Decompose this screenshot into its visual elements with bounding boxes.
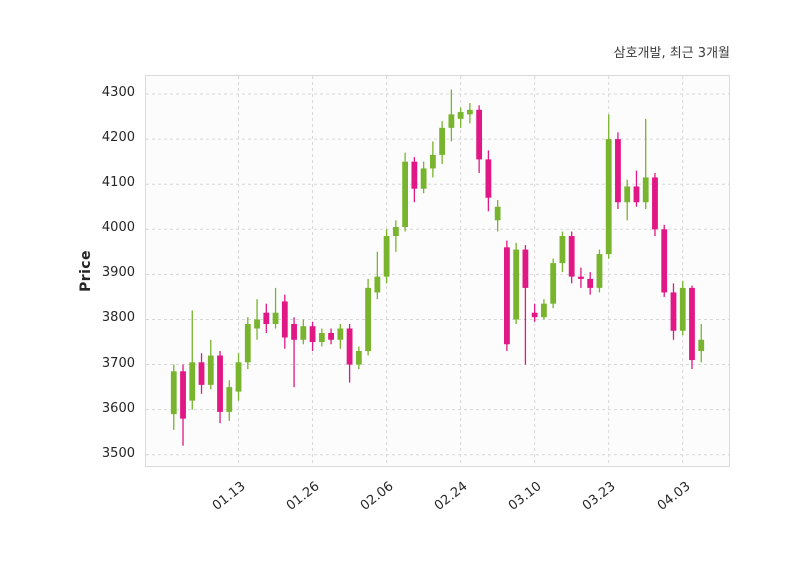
y-tick-label: 4200 [101,130,135,146]
candle-body-up [596,254,603,288]
candle-body-down [291,323,297,340]
candle-body-up [559,236,566,264]
candle-body-down [689,287,695,361]
candle-body-up [207,355,214,385]
candle-body-down [309,326,316,343]
y-tick-label: 3900 [101,265,135,281]
candle-body-up [365,287,371,352]
candle-body-up [698,339,705,352]
candle-body-up [337,328,344,340]
plot-area [145,75,730,467]
candle-body-down [615,139,621,203]
candle-body-down [568,236,575,277]
candle-body-up [244,323,251,363]
y-tick-label: 4000 [101,220,135,236]
candle-body-up [420,168,427,189]
candle-body-up [300,326,307,340]
candle-body-down [346,328,353,365]
candle-body-down [411,161,418,189]
candle-body-down [522,249,529,288]
candle-body-down [531,312,538,318]
candle-body-up [318,332,325,343]
candle-body-down [281,301,288,338]
candle-body-down [578,276,584,279]
candle-body-up [642,177,649,203]
candle-body-up [189,362,196,401]
candlestick-svg [146,76,729,466]
candle-body-up [439,127,446,155]
candle-body-up [541,303,547,318]
candle-body-down [485,159,492,198]
candle-body-down [587,278,594,288]
candle-body-up [272,312,279,324]
y-tick-label: 4100 [101,175,135,191]
candle-body-down [263,312,270,324]
candle-body-up [355,351,362,365]
candle-body-up [235,362,242,392]
candle-body-up [448,114,455,128]
candle-body-down [504,247,510,345]
candle-body-up [550,263,557,304]
candle-body-up [466,109,473,115]
candle-body-up [170,371,177,415]
candle-body-up [457,112,464,119]
candle-body-down [670,292,677,331]
candle-body-down [476,109,483,160]
candle-body-down [661,229,668,293]
candle-body-up [494,206,501,221]
candle-body-down [198,362,205,385]
candle-body-down [652,177,658,230]
candle-body-up [226,387,233,412]
candle-body-up [254,319,260,329]
candle-body-up [402,161,409,228]
candle-body-down [180,371,186,419]
candle-body-up [429,154,436,169]
y-tick-label: 3700 [101,355,135,371]
y-tick-label: 3500 [101,445,135,461]
y-tick-label: 3800 [101,310,135,326]
candle-body-down [633,186,640,203]
candle-body-up [624,186,631,203]
y-tick-label: 3600 [101,400,135,416]
candle-body-up [392,227,399,237]
candle-body-up [374,276,381,293]
candle-body-down [217,355,223,412]
candle-body-up [513,249,520,320]
candle-body-up [605,139,612,255]
candle-body-up [679,287,686,331]
candle-body-down [328,332,334,340]
y-tick-label: 4300 [101,85,135,101]
chart-title: 삼호개발, 최근 3개월 [613,46,730,61]
candle-body-up [383,236,390,277]
x-tick-label: 04.03 [654,479,693,514]
